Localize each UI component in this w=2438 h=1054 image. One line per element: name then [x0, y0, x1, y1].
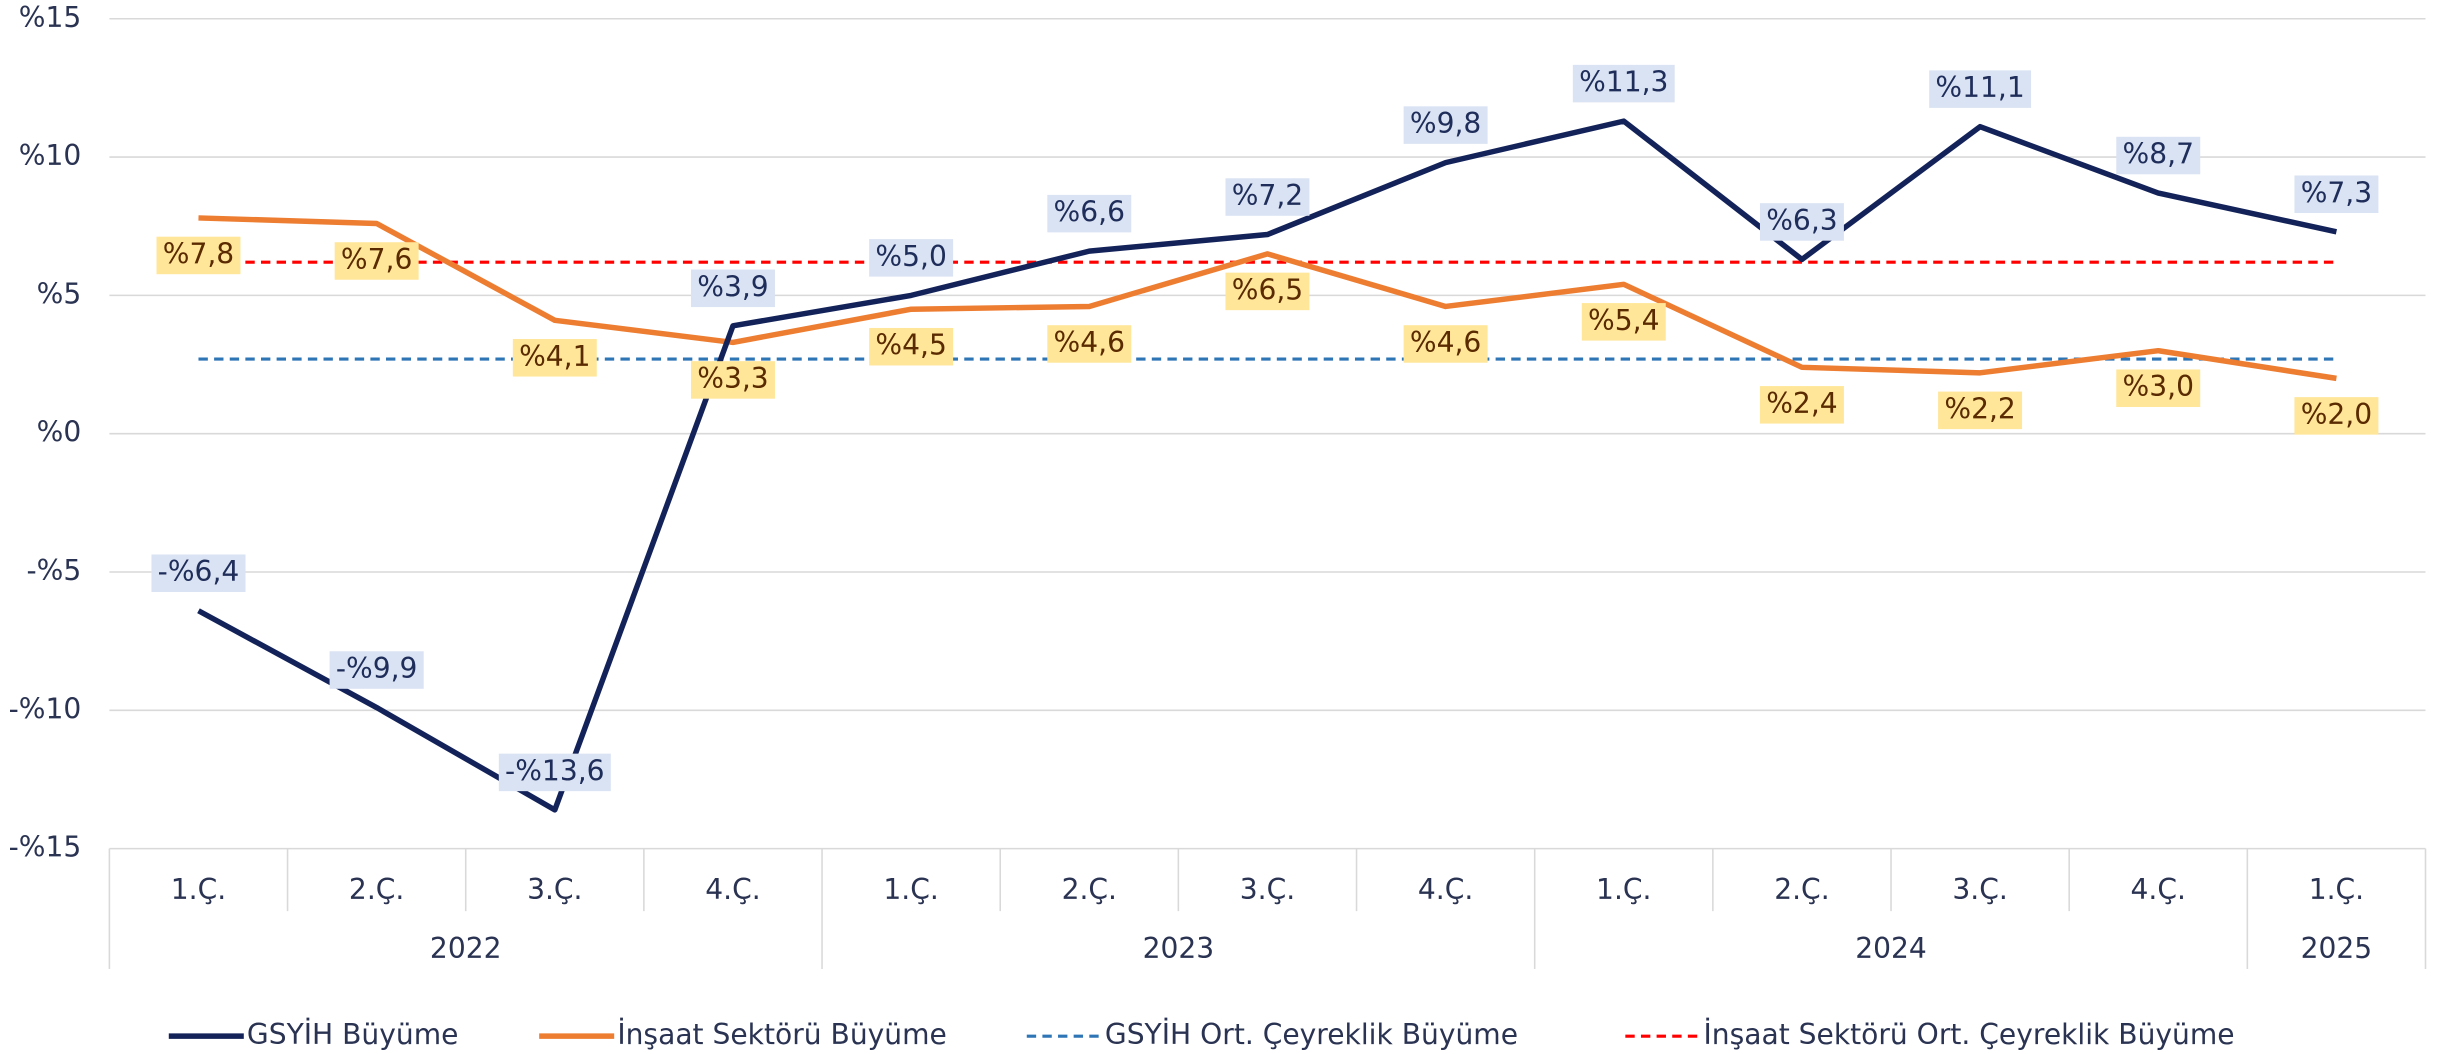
data-label-box: [1759, 386, 1844, 424]
data-label: %11,3: [1579, 66, 1668, 99]
legend-label: İnşaat Sektörü Büyüme: [617, 1018, 947, 1051]
x-tick-label: 2.Ç.: [349, 873, 404, 906]
series-line: [197, 118, 2337, 813]
data-label-box: [512, 339, 597, 377]
data-label-box: [1047, 325, 1132, 363]
year-label: 2022: [430, 932, 502, 965]
data-label-box: [1403, 325, 1488, 363]
x-tick-label: 1.Ç.: [1596, 873, 1651, 906]
data-label-box: [1403, 106, 1488, 144]
y-tick-label: %15: [19, 1, 82, 34]
data-label: %3,9: [697, 270, 768, 303]
data-label: %7,8: [163, 237, 234, 270]
data-label: %7,3: [2301, 176, 2372, 209]
data-label: %3,3: [697, 362, 768, 395]
data-label-box: [1225, 272, 1310, 311]
data-label-box: [1572, 64, 1675, 103]
year-label: 2024: [1855, 932, 1927, 965]
x-tick-label: 3.Ç.: [1240, 873, 1295, 906]
data-label-box: [2294, 175, 2379, 214]
data-label: -%6,4: [158, 555, 240, 588]
x-tick-label: 3.Ç.: [1952, 873, 2007, 906]
y-tick-label: -%10: [9, 692, 82, 725]
y-tick-label: %5: [37, 277, 82, 310]
y-tick-label: -%5: [26, 554, 81, 587]
data-label: %9,8: [1410, 107, 1481, 140]
data-label-box: [1929, 70, 2032, 108]
x-tick-label: 1.Ç.: [883, 873, 938, 906]
data-label: %6,3: [1766, 204, 1837, 237]
y-tick-label: -%15: [9, 831, 82, 864]
data-label-box: [869, 239, 954, 277]
data-label: %2,4: [1766, 387, 1837, 420]
data-label: %4,1: [519, 340, 590, 373]
data-label-box: [334, 242, 419, 280]
data-label: %7,2: [1232, 179, 1303, 212]
data-label-box: [1938, 391, 2023, 430]
legend-label: İnşaat Sektörü Ort. Çeyreklik Büyüme: [1703, 1018, 2234, 1051]
data-label-box: [498, 753, 611, 792]
data-label-box: [690, 361, 775, 399]
x-tick-label: 4.Ç.: [705, 873, 760, 906]
data-label: %2,2: [1944, 392, 2015, 425]
data-label: %4,6: [1054, 326, 1125, 359]
legend-label: GSYİH Büyüme: [247, 1018, 459, 1051]
data-label: %4,6: [1410, 326, 1481, 359]
legend-label: GSYİH Ort. Çeyreklik Büyüme: [1105, 1018, 1518, 1051]
data-label-box: [2116, 369, 2201, 407]
data-label: %11,1: [1935, 71, 2024, 104]
data-label: %4,5: [875, 329, 946, 362]
year-label: 2025: [2301, 932, 2373, 965]
x-tick-label: 4.Ç.: [2131, 873, 2186, 906]
data-label-box: [2294, 397, 2379, 435]
x-tick-label: 2.Ç.: [1062, 873, 1117, 906]
data-label-box: [690, 269, 775, 308]
data-label: %3,0: [2123, 370, 2194, 403]
x-tick-label: 1.Ç.: [2309, 873, 2364, 906]
data-label-box: [1225, 178, 1310, 216]
data-label-box: [2116, 136, 2201, 175]
data-label: -%9,9: [336, 652, 418, 685]
data-label-box: [329, 651, 424, 689]
x-tick-label: 2.Ç.: [1774, 873, 1829, 906]
x-tick-label: 4.Ç.: [1418, 873, 1473, 906]
data-label: %6,6: [1054, 196, 1125, 229]
y-tick-label: %0: [37, 416, 82, 449]
data-label: %2,0: [2301, 398, 2372, 431]
data-label-box: [1759, 203, 1844, 241]
data-label: %5,4: [1588, 304, 1659, 337]
x-tick-label: 3.Ç.: [527, 873, 582, 906]
data-label-box: [156, 236, 241, 275]
data-label: %8,7: [2123, 138, 2194, 171]
x-tick-label: 1.Ç.: [171, 873, 226, 906]
data-label-box: [869, 327, 954, 366]
y-tick-label: %10: [19, 139, 82, 172]
data-label: %6,5: [1232, 273, 1303, 306]
series-line: [198, 215, 2337, 382]
data-label: %5,0: [875, 240, 946, 273]
data-label-box: [151, 554, 246, 592]
data-label: %7,6: [341, 243, 412, 276]
data-label-box: [1581, 303, 1666, 341]
year-label: 2023: [1143, 932, 1215, 965]
data-label-box: [1047, 194, 1132, 233]
data-label: -%13,6: [505, 754, 604, 787]
